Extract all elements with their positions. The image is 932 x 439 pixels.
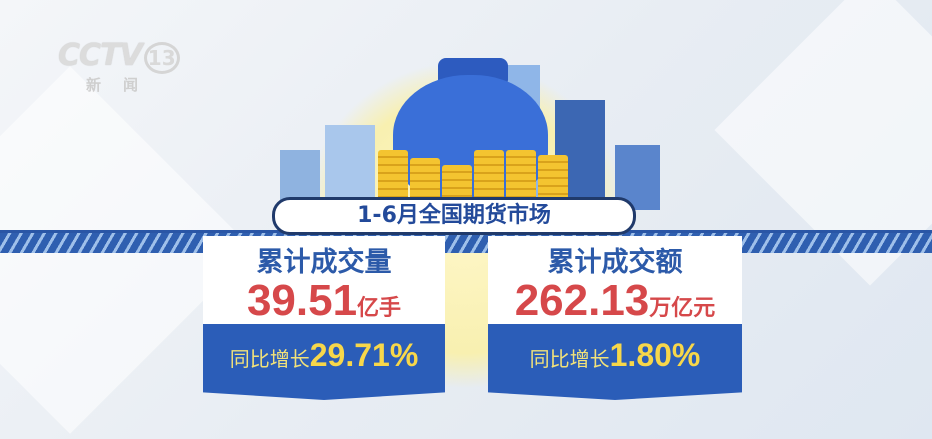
coin-stack xyxy=(538,155,568,200)
building xyxy=(325,125,375,210)
coin-stack xyxy=(442,165,472,200)
card-unit: 万亿元 xyxy=(649,296,716,321)
card-label: 累计成交额 xyxy=(547,247,683,278)
card-value: 262.13 xyxy=(514,276,650,325)
coin-stack xyxy=(410,158,440,200)
card-label: 累计成交量 xyxy=(256,247,392,278)
cctv13-logo: CCTV 13 新闻 xyxy=(58,38,180,95)
coin-stack xyxy=(474,150,504,200)
page-title: 1-6月全国期货市场 xyxy=(272,197,636,235)
card-unit: 亿手 xyxy=(357,296,402,321)
growth-label: 同比增长 xyxy=(529,347,610,371)
coin-stack xyxy=(506,150,536,200)
money-bag-city-illustration xyxy=(270,50,670,210)
coin-stack xyxy=(378,150,408,200)
turnover-card: 累计成交额 262.13万亿元 同比增长1.80% xyxy=(488,236,742,400)
growth-label: 同比增长 xyxy=(229,347,310,371)
growth-value: 1.80% xyxy=(609,337,701,373)
growth-value: 29.71% xyxy=(309,337,419,373)
logo-channel: 13 xyxy=(143,42,180,74)
logo-name: 新闻 xyxy=(86,76,161,94)
volume-card: 累计成交量 39.51亿手 同比增长29.71% xyxy=(203,236,445,400)
logo-brand: CCTV xyxy=(58,38,143,73)
card-value: 39.51 xyxy=(246,276,358,325)
